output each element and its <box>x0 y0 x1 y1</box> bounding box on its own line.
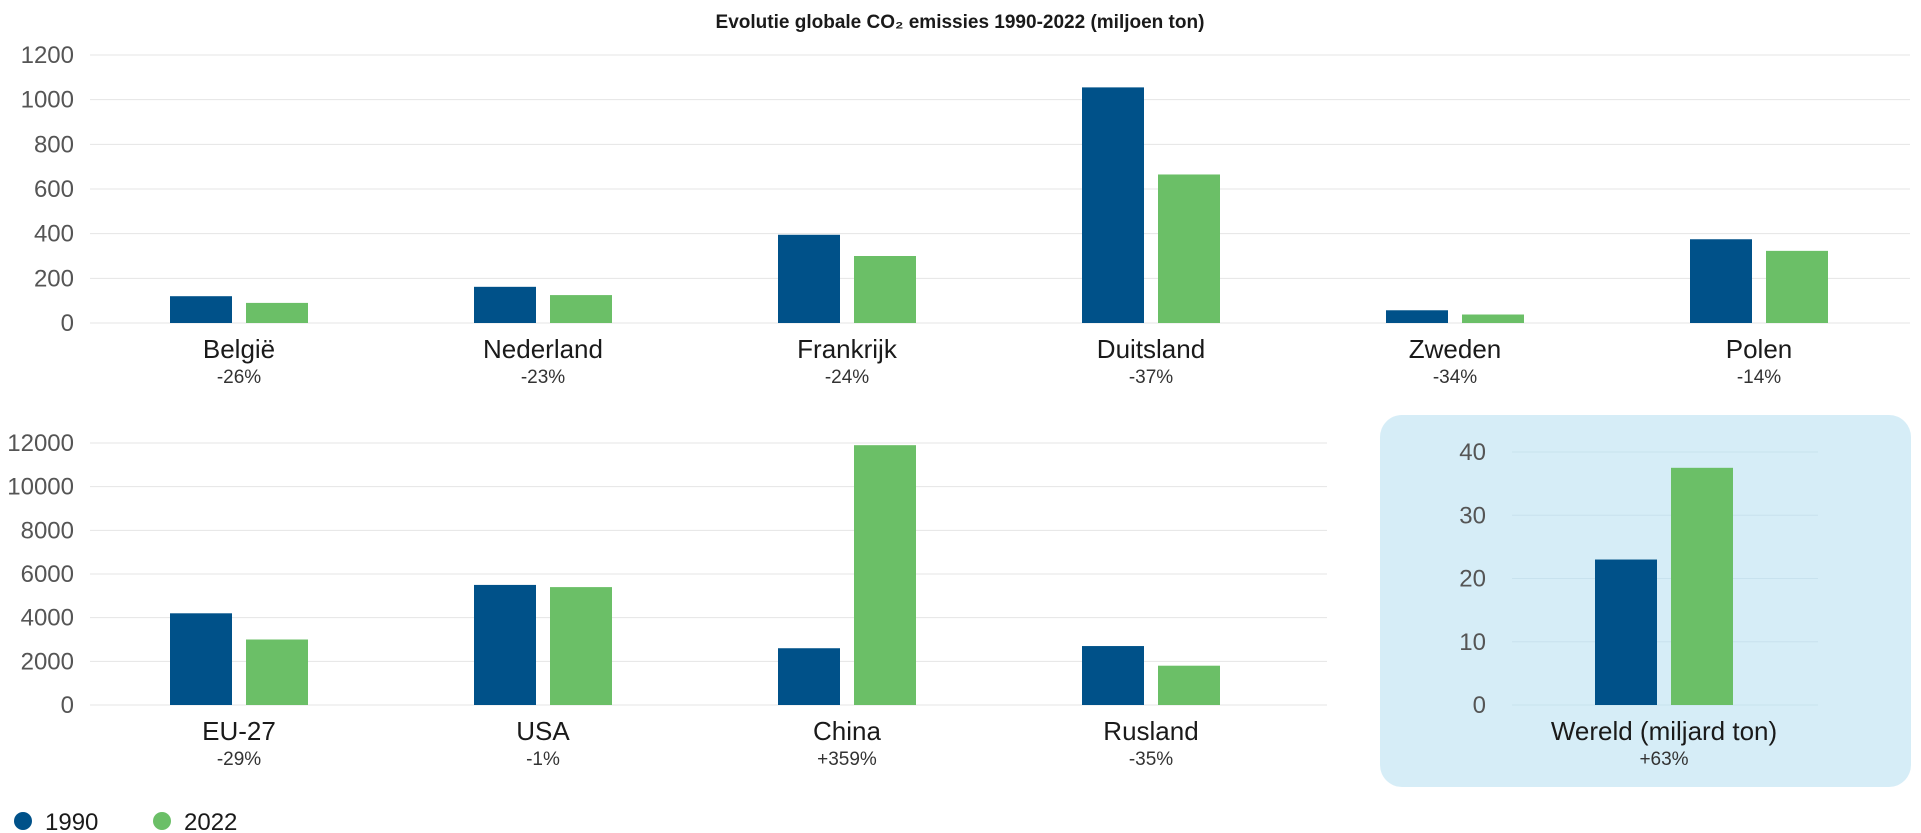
economies-bar-2022-3 <box>1158 665 1220 705</box>
europe-category-label-3: Duitsland <box>1097 334 1205 364</box>
panel-world: 0 10 20 30 40 Wereld (miljard ton) +63% <box>1459 439 1818 770</box>
economies-category-label-0: EU-27 <box>202 716 276 746</box>
economies-bar-1990-1 <box>474 584 536 705</box>
legend: 1990 2022 <box>14 809 237 833</box>
economies-change-label-1: -1% <box>526 749 560 770</box>
europe-ytick-200: 200 <box>34 265 74 292</box>
world-ytick-20: 20 <box>1459 566 1486 593</box>
economies-bar-2022-1 <box>550 587 612 705</box>
economies-ytick-10000: 10000 <box>7 474 74 501</box>
chart-title: Evolutie globale CO₂ emissies 1990-2022 … <box>716 12 1205 33</box>
economies-ytick-8000: 8000 <box>21 517 74 544</box>
economies-ytick-4000: 4000 <box>21 605 74 632</box>
economies-bar-1990-0 <box>170 613 232 705</box>
europe-change-label-5: -14% <box>1737 367 1781 388</box>
europe-bar-1990-3 <box>1082 87 1144 323</box>
world-category-label-0: Wereld (miljard ton) <box>1551 716 1777 746</box>
legend-label-2022: 2022 <box>184 809 237 833</box>
economies-category-label-3: Rusland <box>1103 716 1198 746</box>
europe-category-label-5: Polen <box>1726 334 1793 364</box>
economies-category-label-2: China <box>813 716 881 746</box>
europe-ytick-1000: 1000 <box>21 87 74 114</box>
europe-bar-1990-1 <box>474 286 536 323</box>
europe-ytick-400: 400 <box>34 221 74 248</box>
economies-change-label-3: -35% <box>1129 749 1173 770</box>
europe-bar-1990-4 <box>1386 310 1448 323</box>
europe-bar-1990-5 <box>1690 239 1752 323</box>
world-ytick-0: 0 <box>1473 692 1486 719</box>
economies-change-label-2: +359% <box>817 749 877 770</box>
europe-category-label-4: Zweden <box>1409 334 1502 364</box>
economies-bar-1990-3 <box>1082 646 1144 705</box>
economies-ytick-0: 0 <box>61 692 74 719</box>
economies-bar-2022-0 <box>246 639 308 705</box>
europe-bar-1990-2 <box>778 234 840 323</box>
economies-ytick-12000: 12000 <box>7 430 74 457</box>
europe-bar-2022-4 <box>1462 314 1524 323</box>
europe-change-label-1: -23% <box>521 367 565 388</box>
economies-ytick-6000: 6000 <box>21 561 74 588</box>
europe-change-label-3: -37% <box>1129 367 1173 388</box>
legend-marker-1990 <box>14 812 32 830</box>
world-bar-1990-0 <box>1595 559 1657 705</box>
europe-ytick-0: 0 <box>61 310 74 337</box>
europe-bar-2022-0 <box>246 302 308 323</box>
europe-category-label-1: Nederland <box>483 334 603 364</box>
europe-bar-1990-0 <box>170 296 232 323</box>
europe-bar-2022-1 <box>550 295 612 323</box>
panel-major-economies: 0 2000 4000 6000 8000 10000 12000 EU-27 -29% USA -… <box>7 430 1327 770</box>
europe-bar-2022-2 <box>854 256 916 323</box>
europe-bar-2022-5 <box>1766 250 1828 323</box>
economies-category-label-1: USA <box>516 716 570 746</box>
europe-ytick-600: 600 <box>34 176 74 203</box>
europe-ytick-800: 800 <box>34 131 74 158</box>
world-ytick-30: 30 <box>1459 502 1486 529</box>
world-ytick-10: 10 <box>1459 629 1486 656</box>
europe-change-label-0: -26% <box>217 367 261 388</box>
panel-countries-europe: 0 200 400 600 800 1000 1200 België -26% Nederland… <box>21 42 1910 388</box>
world-bar-2022-0 <box>1671 467 1733 705</box>
europe-ytick-1200: 1200 <box>21 42 74 69</box>
economies-change-label-0: -29% <box>217 749 261 770</box>
europe-category-label-2: Frankrijk <box>797 334 898 364</box>
europe-change-label-4: -34% <box>1433 367 1477 388</box>
legend-marker-2022 <box>153 812 171 830</box>
world-ytick-40: 40 <box>1459 439 1486 466</box>
world-change-label-0: +63% <box>1639 749 1688 770</box>
legend-label-1990: 1990 <box>45 809 98 833</box>
europe-bar-2022-3 <box>1158 174 1220 323</box>
europe-change-label-2: -24% <box>825 367 869 388</box>
economies-bar-1990-2 <box>778 648 840 705</box>
europe-category-label-0: België <box>203 334 275 364</box>
economies-bar-2022-2 <box>854 445 916 705</box>
economies-ytick-2000: 2000 <box>21 648 74 675</box>
